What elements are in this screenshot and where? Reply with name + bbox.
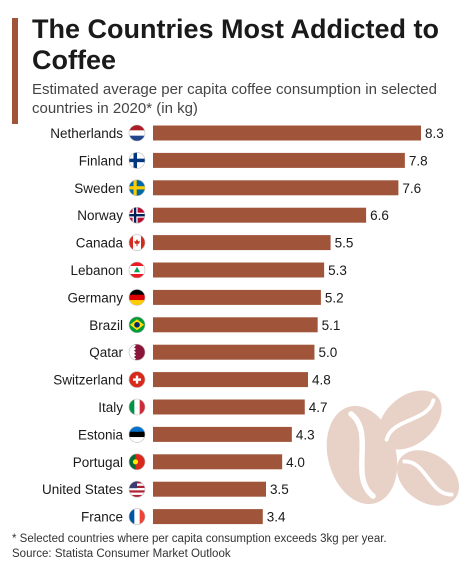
chart-row: Sweden 7.6	[74, 179, 421, 197]
category-label: Italy	[98, 400, 123, 415]
category-label: Lebanon	[70, 263, 123, 278]
flag-icon	[128, 508, 146, 525]
value-label: 5.0	[318, 345, 337, 360]
category-label: Canada	[76, 236, 124, 251]
chart-row: United States 3.5	[42, 480, 289, 498]
flag-icon	[128, 234, 146, 251]
coffee-bean-icon	[396, 450, 460, 506]
chart-row: Estonia 4.3	[78, 426, 315, 443]
chart-subtitle: Estimated average per capita coffee cons…	[32, 81, 437, 117]
coffee-beans-decoration	[326, 390, 460, 506]
flag-icon	[128, 371, 146, 388]
flag-icon	[128, 398, 146, 416]
coffee-bean-icon	[378, 390, 442, 450]
bar	[153, 125, 421, 141]
chart-row: Switzerland 4.8	[53, 371, 331, 388]
value-label: 3.5	[270, 482, 289, 497]
category-label: Netherlands	[50, 126, 123, 141]
category-label: Switzerland	[53, 373, 123, 388]
value-label: 4.7	[309, 400, 328, 415]
flag-icon	[128, 480, 146, 498]
chart-row: Canada 5.5	[76, 234, 354, 251]
flag-icon	[128, 453, 146, 471]
footnote: * Selected countries where per capita co…	[12, 532, 467, 562]
chart-row: Qatar 5.0	[89, 343, 337, 361]
flag-icon	[128, 426, 146, 443]
flag-icon	[128, 152, 146, 169]
flag-icon	[128, 206, 146, 224]
footnote-note: * Selected countries where per capita co…	[12, 533, 387, 545]
bar	[153, 289, 321, 305]
chart-row: Italy 4.7	[98, 398, 328, 416]
flag-icon	[128, 316, 146, 334]
flag-icon	[128, 124, 146, 142]
bar	[153, 207, 367, 223]
chart-row: Norway 6.6	[77, 206, 389, 224]
category-label: United States	[42, 482, 123, 497]
bar	[153, 262, 325, 278]
value-label: 5.1	[322, 318, 341, 333]
bar	[153, 399, 305, 415]
chart-title: The Countries Most Addicted to Coffee	[32, 14, 439, 75]
value-label: 3.4	[267, 510, 286, 525]
bar	[153, 509, 263, 525]
chart-row: Finland 7.8	[79, 152, 428, 169]
value-label: 6.6	[370, 208, 389, 223]
category-label: Brazil	[89, 318, 123, 333]
bar	[153, 426, 292, 442]
value-label: 5.3	[328, 263, 347, 278]
value-label: 8.3	[425, 126, 444, 141]
chart-row: Netherlands 8.3	[50, 124, 444, 142]
bar	[153, 180, 399, 196]
chart-row: Lebanon 5.3	[70, 261, 347, 279]
flag-icon	[128, 343, 146, 361]
flag-icon	[128, 261, 146, 279]
bar	[153, 372, 308, 388]
flag-icon	[128, 289, 146, 306]
bar	[153, 481, 267, 497]
value-label: 4.8	[312, 373, 331, 388]
bar	[153, 317, 318, 333]
value-label: 7.8	[409, 153, 428, 168]
category-label: Germany	[67, 290, 123, 305]
flag-icon	[128, 179, 146, 197]
bar	[153, 152, 405, 168]
value-label: 4.3	[296, 427, 315, 442]
category-label: Portugal	[73, 455, 123, 470]
value-label: 7.6	[402, 181, 421, 196]
category-label: Finland	[79, 153, 123, 168]
category-label: Qatar	[89, 345, 123, 360]
bar	[153, 344, 315, 360]
chart-row: Germany 5.2	[67, 289, 344, 306]
category-label: France	[81, 510, 123, 525]
value-label: 5.2	[325, 290, 344, 305]
chart-row: France 3.4	[81, 508, 286, 525]
value-label: 4.0	[286, 455, 305, 470]
accent-bar	[12, 18, 18, 124]
footnote-source: Source: Statista Consumer Market Outlook	[12, 548, 231, 560]
value-label: 5.5	[335, 236, 354, 251]
chart-row: Portugal 4.0	[73, 453, 305, 471]
category-label: Norway	[77, 208, 123, 223]
category-label: Sweden	[74, 181, 123, 196]
chart-row: Brazil 5.1	[89, 316, 341, 334]
category-label: Estonia	[78, 427, 124, 442]
bar	[153, 454, 283, 470]
bar	[153, 235, 331, 251]
